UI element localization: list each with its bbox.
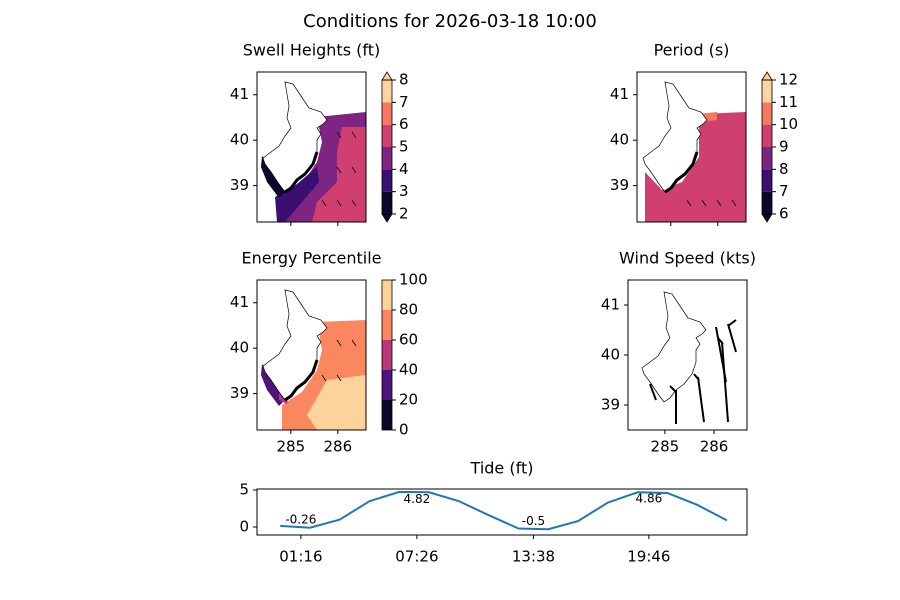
- tide-annotation: -0.26: [285, 512, 316, 526]
- tide-line: [280, 490, 728, 531]
- colorbar-band: [762, 169, 772, 192]
- colorbar-band: [762, 147, 772, 170]
- x-tick-label: 01:16: [279, 548, 322, 566]
- colorbar-tick-label: 5: [399, 138, 409, 156]
- colorbar-tick-label: 80: [399, 301, 418, 319]
- colorbar-tick-label: 8: [399, 71, 409, 89]
- x-tick-label: 19:46: [627, 548, 670, 566]
- y-tick-label: 40: [230, 339, 249, 357]
- colorbar-band: [382, 280, 392, 310]
- colorbar-tick-label: 4: [399, 160, 409, 178]
- x-tick-label: 13:38: [512, 548, 555, 566]
- colorbar-extend: [761, 213, 773, 223]
- y-tick-label: 0: [239, 518, 249, 536]
- colorbar-extend: [381, 213, 393, 223]
- colorbar-band: [382, 310, 392, 340]
- y-tick-label: 39: [610, 176, 629, 194]
- tide-annotation: -0.5: [522, 514, 545, 528]
- x-tick-label: 285: [277, 438, 306, 456]
- x-tick-label: 286: [700, 438, 729, 456]
- panel-title: Energy Percentile: [241, 249, 381, 268]
- colorbar-tick-label: 3: [399, 182, 409, 200]
- y-tick-label: 41: [610, 85, 629, 103]
- y-tick-label: 40: [601, 346, 620, 364]
- colorbar-tick-label: 100: [399, 271, 428, 289]
- colorbar-band: [382, 102, 392, 125]
- colorbar-tick-label: 10: [779, 115, 798, 133]
- colorbar-tick-label: 9: [779, 138, 789, 156]
- y-tick-label: 39: [230, 384, 249, 402]
- colorbar-band: [762, 80, 772, 103]
- y-tick-label: 41: [230, 85, 249, 103]
- colorbar-tick-label: 8: [779, 160, 789, 178]
- colorbar-tick-label: 2: [399, 205, 409, 223]
- colorbar-band: [382, 169, 392, 192]
- y-tick-label: 41: [601, 296, 620, 314]
- colorbar-band: [382, 191, 392, 214]
- colorbar-band: [382, 124, 392, 147]
- colorbar-tick-label: 12: [779, 71, 798, 89]
- period-field: [642, 81, 746, 222]
- axes-frame: [256, 279, 367, 431]
- colorbar-band: [382, 80, 392, 103]
- axes-frame: [636, 71, 747, 223]
- y-tick-label: 5: [239, 481, 249, 499]
- colorbar-band: [382, 340, 392, 370]
- colorbar-tick-label: 40: [399, 361, 418, 379]
- colorbar-tick-label: 6: [779, 205, 789, 223]
- y-tick-label: 41: [230, 293, 249, 311]
- y-tick-label: 39: [230, 176, 249, 194]
- colorbar-tick-label: 11: [779, 93, 798, 111]
- y-tick-label: 40: [610, 131, 629, 149]
- colorbar-band: [762, 191, 772, 214]
- energy-field: [261, 289, 366, 430]
- tide-annotation: 4.86: [636, 492, 663, 506]
- colorbar-band: [382, 147, 392, 170]
- y-tick-label: 39: [601, 396, 620, 414]
- colorbar-band: [382, 400, 392, 430]
- figure-title: Conditions for 2026-03-18 10:00: [303, 11, 597, 32]
- panel-title: Tide (ft): [470, 459, 534, 478]
- colorbar-frame: [381, 279, 393, 431]
- colorbar-tick-label: 6: [399, 115, 409, 133]
- colorbar-band: [762, 102, 772, 125]
- colorbar-tick-label: 0: [399, 421, 409, 439]
- x-tick-label: 286: [323, 438, 352, 456]
- colorbar-tick-label: 7: [399, 93, 409, 111]
- colorbar-extend: [381, 71, 393, 81]
- panel-title: Swell Heights (ft): [243, 41, 380, 60]
- tide-annotation: 4.82: [404, 492, 431, 506]
- wind-field: [641, 291, 737, 424]
- swell-field: [261, 81, 366, 222]
- axes-frame: [256, 488, 748, 536]
- colorbar-extend: [761, 71, 773, 81]
- x-tick-label: 285: [651, 438, 680, 456]
- y-tick-label: 40: [230, 131, 249, 149]
- x-tick-label: 07:26: [395, 548, 438, 566]
- axes-frame: [256, 71, 367, 223]
- colorbar-tick-label: 7: [779, 182, 789, 200]
- panel-title: Wind Speed (kts): [619, 249, 756, 268]
- colorbar-band: [382, 370, 392, 400]
- colorbar-band: [762, 124, 772, 147]
- panel-title: Period (s): [654, 41, 730, 60]
- colorbar-tick-label: 20: [399, 391, 418, 409]
- colorbar-tick-label: 60: [399, 331, 418, 349]
